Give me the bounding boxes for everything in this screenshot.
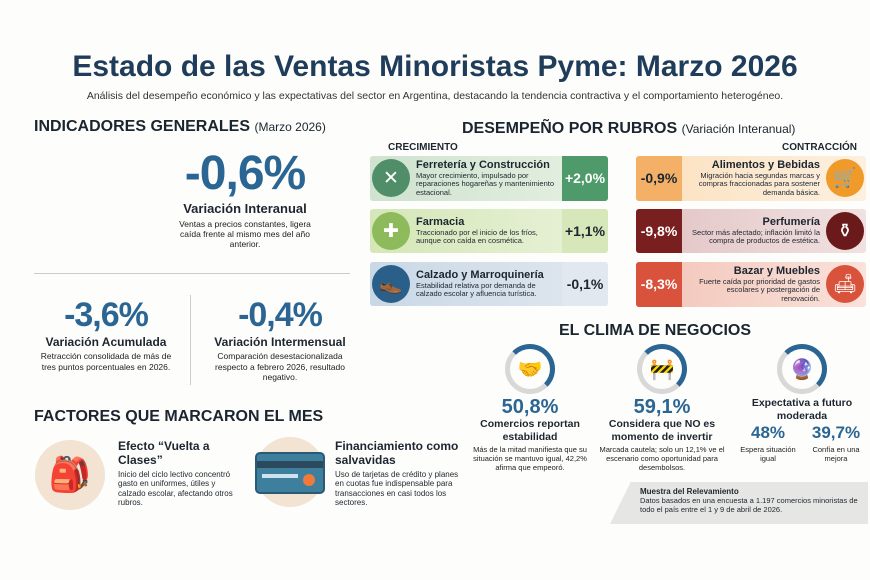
rubro-desc: Traccionado por el inicio de los fríos, … [416, 227, 538, 246]
expectativa-group: 🔮 Expectativa a futuro moderada 48% Espe… [736, 344, 868, 463]
inversion-value: 59,1% [633, 396, 691, 418]
rubros-title: DESEMPEÑO POR RUBROS [462, 120, 678, 137]
factor-title: Financiamiento como salvavidas [335, 439, 459, 467]
rubro-card: ✕ Ferretería y Construcción Mayor crecimi… [370, 156, 608, 201]
rubro-title: Calzado y Marroquinería [416, 269, 544, 282]
intermensual-group: -0,4% Variación Intermensual Comparación… [198, 298, 362, 382]
factores-heading: FACTORES QUE MARCARON EL MES [34, 408, 324, 425]
acumulada-value: -3,6% [64, 296, 149, 334]
credit-card-icon [255, 437, 325, 507]
shoe-bag-icon: 👞 [372, 265, 410, 303]
interanual-desc: Ventas a precios constantes, ligera caíd… [179, 218, 311, 249]
inversion-desc: Marcada cautela; solo un 12,1% ve el esc… [599, 445, 725, 473]
expectativa-igual-value: 48% [750, 423, 786, 443]
intermensual-desc: Comparación desestacionalizada respecto … [215, 351, 345, 382]
rubro-title: Perfumería [762, 216, 820, 229]
rubro-value: -8,3% [636, 262, 682, 307]
acumulada-group: -3,6% Variación Acumulada Retracción con… [28, 298, 184, 372]
intermensual-value: -0,4% [238, 296, 323, 334]
rubro-value: +2,0% [562, 156, 608, 201]
crecimiento-label: CRECIMIENTO [388, 142, 458, 153]
estabilidad-desc: Más de la mitad manifiesta que su situac… [473, 445, 587, 473]
indicadores-title: INDICADORES GENERALES [34, 118, 251, 135]
interanual-group: -0,6% Variación Interanual Ventas a prec… [150, 150, 340, 249]
barrier-growth-icon: 🚧 [637, 344, 687, 394]
rubro-desc: Migración hacia segundas marcas y compra… [698, 170, 820, 197]
rubros-note: (Variación Interanual) [681, 122, 796, 136]
shopping-cart-icon: 🛒 [826, 159, 864, 198]
inversion-label: Considera que NO es momento de invertir [608, 418, 716, 443]
rubro-desc: Fuerte caída por prioridad de gastos esc… [699, 276, 820, 303]
backpack-icon: 🎒 [35, 440, 105, 510]
estabilidad-label: Comercios reportan estabilidad [480, 418, 580, 443]
rubro-desc: Mayor crecimiento, impulsado por reparac… [416, 170, 554, 197]
divider [190, 295, 191, 385]
rubro-card: 👞 Calzado y Marroquinería Estabilidad rel… [370, 262, 608, 306]
acumulada-desc: Retracción consolidada de más de tres pu… [40, 351, 172, 372]
interanual-label: Variación Interanual [183, 201, 307, 216]
rubro-title: Alimentos y Bebidas [711, 159, 820, 171]
handshake-icon: 🤝 [505, 344, 555, 394]
estabilidad-value: 50,8% [501, 396, 559, 418]
armchair-lamp-icon: 🛋 [826, 265, 864, 304]
muestra-title: Muestra del Relevamiento [640, 487, 739, 496]
page-title: Estado de las Ventas Minoristas Pyme: Ma… [72, 50, 798, 83]
expectativa-mejora-value: 39,7% [811, 423, 861, 443]
indicadores-period: (Marzo 2026) [254, 120, 326, 134]
factor-desc: Inicio del ciclo lectivo concentró gasto… [118, 469, 233, 508]
muestra-desc: Datos basados en una encuesta a 1.197 co… [640, 496, 858, 515]
rubro-desc: Sector más afectado; inflación limitó la… [692, 227, 820, 246]
crystal-ball-icon: 🔮 [777, 344, 827, 394]
page-subtitle: Análisis del desempeño económico y las e… [86, 90, 784, 102]
rubro-title: Ferretería y Construcción [416, 159, 550, 171]
muestra-box: Muestra del Relevamiento Datos basados e… [610, 482, 868, 524]
expectativa-igual-label: Espera situación igual [740, 444, 796, 463]
indicadores-heading: INDICADORES GENERALES (Marzo 2026) [34, 118, 326, 136]
rubro-desc: Estabilidad relativa por demanda de calz… [416, 280, 537, 299]
tools-icon: ✕ [372, 159, 410, 198]
rubro-value: -0,1% [562, 262, 608, 306]
estabilidad-group: 🤝 50,8% Comercios reportan estabilidad M… [466, 344, 594, 472]
rubro-title: Farmacia [416, 216, 465, 229]
rubro-title: Bazar y Muebles [733, 265, 820, 277]
rubros-heading: DESEMPEÑO POR RUBROS (Variación Interanu… [462, 120, 795, 138]
contraccion-label: CONTRACCIÓN [782, 142, 857, 153]
clima-heading: EL CLIMA DE NEGOCIOS [558, 322, 751, 339]
rubro-card: -8,3% Bazar y Muebles Fuerte caída por pr… [636, 262, 866, 307]
rubro-value: -0,9% [636, 156, 682, 201]
rubro-value: +1,1% [562, 209, 608, 253]
divider [34, 273, 350, 274]
factor-desc: Uso de tarjetas de crédito y planes en c… [335, 469, 459, 508]
acumulada-label: Variación Acumulada [45, 335, 167, 349]
pharmacy-icon: ✚ [372, 212, 410, 250]
expectativa-mejora-label: Confía en una mejora [812, 444, 860, 463]
rubro-card: ✚ Farmacia Traccionado por el inicio de l… [370, 209, 608, 253]
rubro-card: -9,8% Perfumería Sector más afectado; inf… [636, 209, 866, 253]
expectativa-label: Expectativa a futuro moderada [751, 397, 853, 422]
rubro-value: -9,8% [636, 209, 682, 253]
intermensual-label: Variación Intermensual [214, 335, 346, 349]
factor-title: Efecto “Vuelta a Clases” [118, 439, 210, 467]
inversion-group: 🚧 59,1% Considera que NO es momento de i… [598, 344, 726, 472]
interanual-value: -0,6% [184, 147, 306, 200]
perfume-icon: ⚱ [826, 212, 864, 250]
rubro-card: -0,9% Alimentos y Bebidas Migración hacia… [636, 156, 866, 201]
